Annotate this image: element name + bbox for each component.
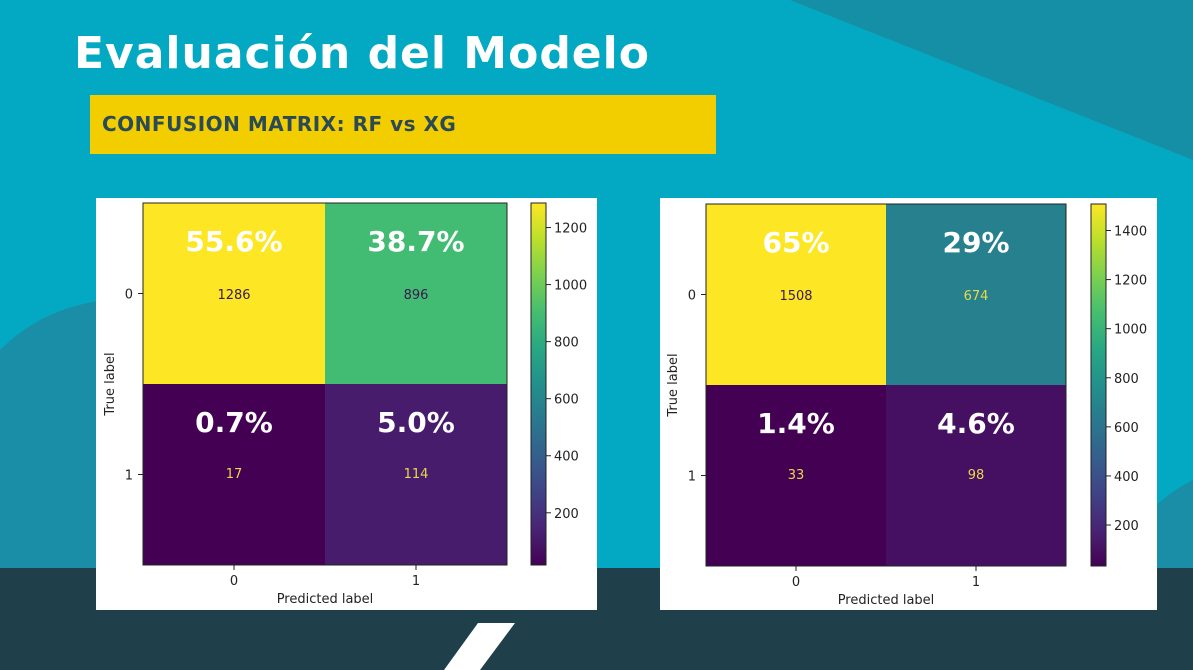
y-axis-label: True label <box>666 353 681 417</box>
percent-label-1-1: 4.6% <box>937 407 1015 440</box>
matrix-cell-0-0 <box>143 203 325 384</box>
x-axis-label: Predicted label <box>838 593 935 608</box>
colorbar <box>530 202 547 566</box>
y-tick-label-1: 1 <box>125 469 133 484</box>
x-axis-label: Predicted label <box>277 592 374 607</box>
confusion-matrix-xg: 65% 1508 29% 674 1.4% 33 4.6% 98 0 1 0 1 Predicted l… <box>666 203 1147 608</box>
colorbar-tick-label-0: 200 <box>554 507 579 522</box>
count-label-0-1: 674 <box>964 289 989 304</box>
y-axis-label: True label <box>103 352 118 416</box>
colorbar-tick-label-0: 200 <box>1114 519 1139 534</box>
count-label-0-0: 1286 <box>217 288 250 303</box>
colorbar-tick-label-3: 800 <box>1114 372 1139 387</box>
colorbar-tick-label-2: 600 <box>554 393 579 408</box>
confusion-matrix-panel-rf: 55.6% 1286 38.7% 896 0.7% 17 5.0% 114 0 1 0 1 Predic… <box>96 198 597 610</box>
percent-label-0-1: 38.7% <box>367 225 464 258</box>
count-label-1-0: 17 <box>226 467 243 482</box>
matrix-cell-1-0 <box>706 385 886 566</box>
x-tick-label-0: 0 <box>792 575 800 590</box>
colorbar-tick-label-3: 800 <box>554 336 579 351</box>
percent-label-0-1: 29% <box>942 226 1009 259</box>
count-label-1-0: 33 <box>788 468 805 483</box>
y-tick-label-1: 1 <box>688 470 696 485</box>
x-tick-label-1: 1 <box>972 575 980 590</box>
footer-slash <box>444 623 515 670</box>
count-label-1-1: 98 <box>968 468 985 483</box>
matrix-cell-1-1 <box>886 385 1066 566</box>
percent-label-1-0: 0.7% <box>195 406 273 439</box>
matrix-cell-0-0 <box>706 204 886 385</box>
confusion-matrix-rf: 55.6% 1286 38.7% 896 0.7% 17 5.0% 114 0 1 0 1 Predic… <box>103 202 587 607</box>
percent-label-1-1: 5.0% <box>377 406 455 439</box>
matrix-cell-1-0 <box>143 384 325 565</box>
percent-label-1-0: 1.4% <box>757 407 835 440</box>
colorbar-tick-label-5: 1200 <box>1114 274 1147 289</box>
colorbar-tick-label-4: 1000 <box>1114 323 1147 338</box>
colorbar-tick-label-5: 1200 <box>554 222 587 237</box>
colorbar-tick-label-2: 600 <box>1114 421 1139 436</box>
confusion-matrix-panel-xg: 65% 1508 29% 674 1.4% 33 4.6% 98 0 1 0 1 Predicted l… <box>660 198 1157 610</box>
y-tick-label-0: 0 <box>125 288 133 303</box>
count-label-1-1: 114 <box>404 467 429 482</box>
matrix-frame <box>142 202 508 566</box>
matrix-frame <box>705 203 1067 567</box>
colorbar-tick-label-1: 400 <box>1114 470 1139 485</box>
x-tick-label-0: 0 <box>230 574 238 589</box>
slide-subtitle: CONFUSION MATRIX: RF vs XG <box>90 95 716 154</box>
colorbar-tick-label-6: 1400 <box>1114 225 1147 240</box>
percent-label-0-0: 55.6% <box>185 225 282 258</box>
colorbar-tick-label-4: 1000 <box>554 279 587 294</box>
matrix-cell-0-1 <box>886 204 1066 385</box>
x-tick-label-1: 1 <box>412 574 420 589</box>
colorbar <box>1090 203 1107 567</box>
count-label-0-1: 896 <box>404 288 429 303</box>
colorbar-tick-label-1: 400 <box>554 450 579 465</box>
count-label-0-0: 1508 <box>779 289 812 304</box>
matrix-cell-1-1 <box>325 384 507 565</box>
percent-label-0-0: 65% <box>762 226 829 259</box>
y-tick-label-0: 0 <box>688 289 696 304</box>
background-band-top-right <box>790 0 1193 160</box>
slide-title: Evaluación del Modelo <box>74 28 650 79</box>
matrix-cell-0-1 <box>325 203 507 384</box>
